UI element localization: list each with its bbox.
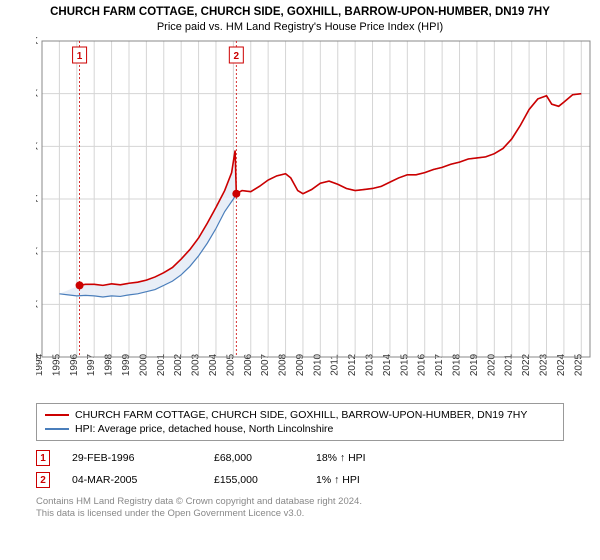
annotation-price: £68,000 — [214, 452, 294, 464]
annotation-hpi: 18% ↑ HPI — [316, 452, 366, 464]
annotation-date: 04-MAR-2005 — [72, 474, 192, 486]
svg-text:£250K: £250K — [36, 89, 38, 100]
svg-text:£300K: £300K — [36, 37, 38, 47]
annotation-badge: 2 — [36, 472, 50, 488]
footer-attribution: Contains HM Land Registry data © Crown c… — [36, 496, 564, 521]
chart-plot-area: £0£50K£100K£150K£200K£250K£300K199419951… — [36, 37, 596, 397]
svg-text:£200K: £200K — [36, 141, 38, 152]
legend: CHURCH FARM COTTAGE, CHURCH SIDE, GOXHIL… — [36, 403, 564, 441]
legend-swatch — [45, 414, 69, 416]
legend-row: HPI: Average price, detached house, Nort… — [45, 422, 555, 436]
line-chart-svg: £0£50K£100K£150K£200K£250K£300K199419951… — [36, 37, 596, 397]
annotation-hpi: 1% ↑ HPI — [316, 474, 360, 486]
svg-text:2: 2 — [234, 51, 240, 62]
legend-swatch — [45, 428, 69, 430]
footer-line1: Contains HM Land Registry data © Crown c… — [36, 496, 564, 508]
annotation-date: 29-FEB-1996 — [72, 452, 192, 464]
chart-title-line1: CHURCH FARM COTTAGE, CHURCH SIDE, GOXHIL… — [0, 0, 600, 18]
svg-text:1: 1 — [77, 51, 83, 62]
svg-text:£50K: £50K — [36, 299, 38, 310]
annotation-row: 2 04-MAR-2005 £155,000 1% ↑ HPI — [36, 469, 564, 491]
chart-container: CHURCH FARM COTTAGE, CHURCH SIDE, GOXHIL… — [0, 0, 600, 560]
footer-line2: This data is licensed under the Open Gov… — [36, 508, 564, 520]
annotation-price: £155,000 — [214, 474, 294, 486]
legend-label: CHURCH FARM COTTAGE, CHURCH SIDE, GOXHIL… — [75, 409, 527, 421]
svg-text:£100K: £100K — [36, 247, 38, 258]
annotation-row: 1 29-FEB-1996 £68,000 18% ↑ HPI — [36, 447, 564, 469]
legend-label: HPI: Average price, detached house, Nort… — [75, 423, 333, 435]
annotation-badge: 1 — [36, 450, 50, 466]
legend-row: CHURCH FARM COTTAGE, CHURCH SIDE, GOXHIL… — [45, 408, 555, 422]
svg-text:£150K: £150K — [36, 194, 38, 205]
annotation-table: 1 29-FEB-1996 £68,000 18% ↑ HPI 2 04-MAR-2005… — [36, 447, 564, 491]
chart-title-line2: Price paid vs. HM Land Registry's House … — [0, 18, 600, 37]
